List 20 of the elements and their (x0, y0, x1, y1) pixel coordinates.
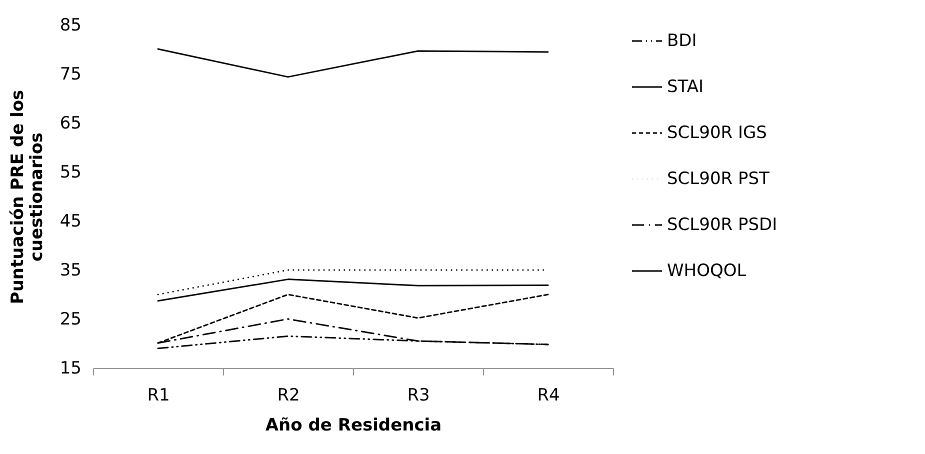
y-tick-label: 15 (60, 358, 82, 378)
y-tick-label: 85 (60, 16, 82, 36)
legend-label: STAI (667, 77, 704, 97)
legend-label: BDI (667, 31, 697, 51)
y-tick-label: 25 (60, 310, 82, 330)
legend-label: SCL90R PSDI (667, 215, 778, 235)
y-tick-label: 65 (60, 114, 82, 134)
y-tick-label: 45 (60, 212, 82, 232)
x-tick-label: R1 (147, 386, 170, 406)
y-tick-label: 55 (60, 162, 82, 182)
x-axis-title: Año de Residencia (265, 416, 442, 436)
legend-label: SCL90R IGS (667, 123, 767, 143)
y-tick-label: 75 (60, 64, 82, 84)
x-tick-label: R2 (277, 386, 300, 406)
legend-label: WHOQOL (667, 261, 747, 281)
legend-label: SCL90R PST (667, 169, 770, 189)
y-axis-title: Puntuación PRE de los cuestionarios (8, 90, 47, 304)
y-tick-label: 35 (60, 260, 82, 280)
x-tick-label: R4 (537, 386, 560, 406)
x-tick-label: R3 (407, 386, 430, 406)
